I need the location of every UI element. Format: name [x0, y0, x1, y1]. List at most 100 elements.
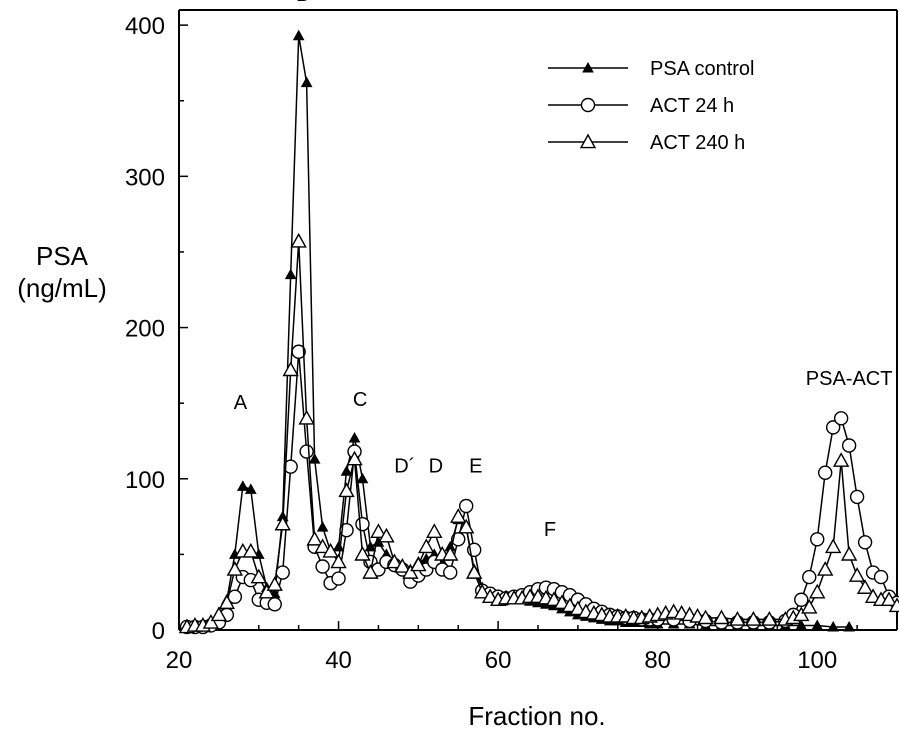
- data-point: [339, 522, 354, 538]
- data-point: [356, 472, 369, 484]
- data-point: [267, 597, 282, 612]
- peak-label: D´: [394, 456, 415, 478]
- data-point: [713, 609, 730, 625]
- data-point: [848, 567, 866, 582]
- data-point: [880, 591, 898, 607]
- data-point: [793, 606, 810, 622]
- y-tick-label: 400: [125, 13, 165, 40]
- data-point: [849, 489, 865, 505]
- data-point: [465, 564, 483, 579]
- data-point: [458, 518, 475, 534]
- data-point: [290, 232, 307, 248]
- data-point: [857, 535, 873, 550]
- data-point: [258, 583, 275, 599]
- data-point: [250, 568, 267, 584]
- data-point: [811, 619, 824, 630]
- y-axis-title-line2: (ng/mL): [17, 273, 107, 303]
- data-point: [418, 538, 435, 554]
- data-point: [442, 545, 459, 561]
- data-point: [553, 594, 571, 610]
- legend-item: ACT 24 h: [548, 95, 734, 117]
- data-point: [745, 610, 762, 626]
- data-point: [801, 598, 818, 614]
- data-point: [338, 482, 355, 498]
- data-point: [818, 465, 833, 480]
- data-point: [226, 561, 244, 576]
- peak-labels: A B C D´ D E F PSA-ACT: [234, 0, 893, 541]
- peak-label: B: [296, 0, 309, 6]
- data-point: [266, 576, 283, 591]
- x-tick-label: 80: [644, 647, 671, 674]
- data-point: [410, 556, 427, 572]
- data-point: [856, 579, 874, 594]
- data-point: [284, 268, 297, 280]
- data-point: [298, 409, 315, 425]
- data-point: [825, 420, 841, 435]
- data-point: [809, 583, 826, 599]
- peak-label: C: [353, 389, 367, 411]
- data-point: [443, 565, 458, 580]
- data-point: [346, 450, 363, 466]
- data-point: [817, 561, 834, 576]
- legend-item: ACT 240 h: [548, 132, 745, 154]
- legend-label: ACT 240 h: [650, 132, 745, 154]
- data-point: [308, 453, 321, 464]
- data-point: [729, 610, 746, 626]
- peak-label: D: [429, 456, 443, 478]
- data-point: [827, 620, 840, 632]
- data-point: [300, 76, 313, 88]
- data-point: [244, 483, 257, 494]
- data-point: [794, 592, 809, 607]
- data-point: [832, 452, 850, 467]
- data-point: [873, 569, 889, 585]
- series-line: [186, 35, 850, 628]
- data-point: [473, 583, 491, 599]
- legend-marker: [582, 61, 594, 73]
- data-point: [843, 620, 855, 632]
- data-point: [299, 444, 314, 459]
- data-point: [402, 564, 419, 579]
- data-point: [348, 431, 361, 443]
- data-point: [332, 540, 345, 552]
- x-tick-label: 100: [797, 647, 837, 674]
- data-point: [697, 609, 714, 625]
- data-point: [330, 553, 347, 569]
- y-axis-title-line1: PSA: [36, 241, 89, 271]
- data-point: [386, 553, 403, 569]
- data-point: [569, 600, 587, 616]
- data-point: [354, 545, 371, 561]
- data-point: [545, 591, 563, 607]
- data-point: [451, 532, 466, 547]
- data-point: [824, 538, 842, 554]
- legend-label: ACT 24 h: [650, 95, 734, 117]
- data-point: [795, 619, 808, 630]
- data-point: [322, 542, 339, 558]
- data-point: [275, 565, 290, 580]
- data-point: [316, 521, 329, 532]
- data-point: [833, 411, 849, 426]
- data-point: [282, 361, 299, 377]
- data-point: [761, 610, 778, 626]
- data-point: [315, 559, 330, 574]
- data-point: [394, 558, 411, 573]
- data-point: [810, 532, 825, 547]
- data-point: [314, 538, 331, 554]
- series-act-24-h: [179, 344, 899, 635]
- x-axis-title: Fraction no.: [468, 701, 605, 731]
- axes: 0 100 200 300 400 20 40 60 80 100: [125, 9, 898, 674]
- legend-item: PSA control: [548, 58, 755, 80]
- legend: PSA control ACT 24 h ACT 240 h: [548, 58, 755, 154]
- data-point: [202, 613, 220, 629]
- legend-label: PSA control: [650, 58, 755, 80]
- data-point: [370, 523, 387, 539]
- legend-marker: [579, 133, 597, 149]
- peak-label: E: [469, 456, 482, 478]
- data-point: [210, 606, 228, 622]
- data-point: [306, 530, 323, 546]
- data-point: [292, 29, 305, 41]
- x-tick-label: 60: [485, 647, 512, 674]
- y-tick-label: 200: [125, 316, 165, 343]
- data-point: [864, 588, 882, 604]
- legend-marker: [580, 97, 596, 113]
